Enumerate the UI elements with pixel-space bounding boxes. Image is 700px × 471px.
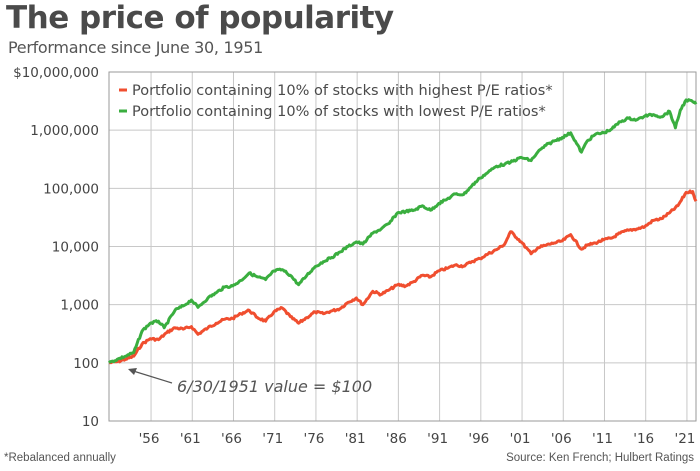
x-tick-label: '56 (139, 431, 160, 447)
legend-label: Portfolio containing 10% of stocks with … (132, 83, 553, 99)
y-tick-label: 10 (82, 414, 99, 430)
legend: Portfolio containing 10% of stocks with … (119, 83, 553, 120)
x-tick-label: '16 (633, 431, 654, 447)
series-line-highest-pe (108, 189, 698, 365)
x-axis: '56 '61 '66 '71 '76 '81 '86 '91 '96 '01 '06 '11 '16 '… (139, 431, 696, 447)
grid (109, 72, 696, 421)
annotation-arrow (129, 369, 173, 384)
x-tick-label: '11 (592, 431, 613, 447)
source-credit: Source: Ken French; Hulbert Ratings (506, 452, 694, 464)
legend-label: Portfolio containing 10% of stocks with … (132, 104, 546, 120)
plot-frame (108, 71, 697, 422)
y-tick-label: 100 (73, 356, 99, 372)
annotation-text: 6/30/1951 value = $100 (177, 377, 372, 396)
x-tick-label: '71 (262, 431, 283, 447)
x-tick-label: '01 (510, 431, 531, 447)
chart-title: The price of popularity (6, 0, 394, 36)
x-tick-label: '06 (551, 431, 572, 447)
x-tick-label: '76 (303, 431, 324, 447)
y-axis: 10 100 1,000 10,000 100,000 1,000,000 $10,000,… (13, 65, 99, 430)
series-line-lowest-pe (107, 98, 698, 364)
arrowhead-icon (128, 368, 137, 375)
y-tick-label: 1,000 (60, 298, 99, 314)
y-tick-label: 10,000 (52, 240, 99, 256)
y-tick-label: 1,000,000 (30, 123, 99, 139)
x-tick-label: '61 (180, 431, 201, 447)
y-tick-label: $10,000,000 (13, 65, 99, 81)
y-tick-label: 100,000 (43, 181, 99, 197)
x-tick-label: '86 (386, 431, 407, 447)
plot-border (108, 71, 697, 422)
footnote: *Rebalanced annually (4, 452, 116, 464)
x-tick-label: '81 (345, 431, 366, 447)
series-lines (107, 98, 698, 365)
chart-subtitle: Performance since June 30, 1951 (8, 38, 264, 57)
x-tick-label: '66 (221, 431, 242, 447)
annotation: 6/30/1951 value = $100 (128, 368, 372, 396)
x-tick-label: '96 (468, 431, 489, 447)
x-tick-label: '21 (674, 431, 695, 447)
x-tick-label: '91 (427, 431, 448, 447)
